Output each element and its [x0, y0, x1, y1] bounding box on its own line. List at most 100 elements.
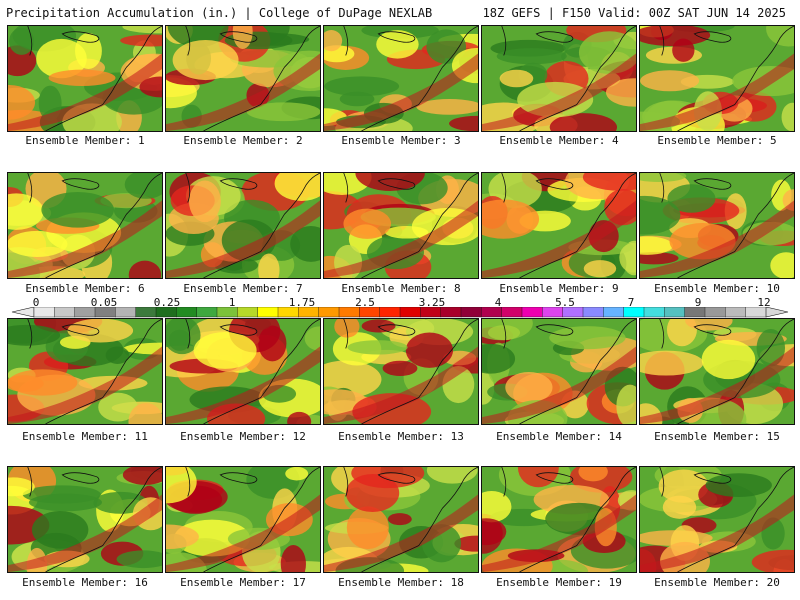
color-scale-tick-label: 3.25 [418, 296, 446, 309]
coastline [361, 26, 478, 131]
lake-outline [659, 26, 732, 56]
ensemble-member-label: Ensemble Member: 8 [341, 282, 461, 295]
lake-outline [343, 26, 416, 56]
ensemble-map-panel [639, 318, 795, 425]
color-scale-bin [562, 307, 584, 318]
coastline [45, 26, 162, 131]
precip-field [8, 467, 162, 572]
color-scale-bin [704, 307, 726, 318]
color-scale-bin [298, 307, 320, 318]
ensemble-member-label: Ensemble Member: 15 [654, 430, 780, 443]
precip-field [640, 173, 794, 278]
precip-field [640, 26, 794, 131]
color-scale-bar [11, 307, 789, 318]
ensemble-member-label: Ensemble Member: 3 [341, 134, 461, 147]
ensemble-map-panel [323, 172, 479, 279]
ensemble-member-label: Ensemble Member: 7 [183, 282, 303, 295]
color-scale-bin [115, 307, 137, 318]
color-scale-bin [542, 307, 564, 318]
precip-field [640, 319, 794, 424]
color-scale-bin [420, 307, 442, 318]
color-scale-bin [684, 307, 706, 318]
color-scale-bin [135, 307, 157, 318]
precip-field [482, 467, 636, 572]
ensemble-member-label: Ensemble Member: 17 [180, 576, 306, 589]
lake-outline [659, 319, 732, 349]
precip-field [324, 26, 478, 131]
ensemble-map-panel [639, 172, 795, 279]
color-scale-bin [155, 307, 177, 318]
color-scale-bin [399, 307, 421, 318]
color-scale-tick-label: 4 [494, 296, 502, 309]
lake-outline [185, 467, 258, 497]
coastline [519, 26, 636, 131]
color-scale-bin [643, 307, 665, 318]
ensemble-member-label: Ensemble Member: 13 [338, 430, 464, 443]
color-scale-bin [237, 307, 259, 318]
color-scale-bin [74, 307, 96, 318]
color-scale-bin [176, 307, 198, 318]
lake-outline [185, 173, 258, 203]
ensemble-map-panel [323, 466, 479, 573]
color-scale-tick-label: 5.5 [555, 296, 575, 309]
color-scale-legend: 0 0.05 0.25 1 1.75 2.5 3.25 4 5.5 7 9 12 [0, 296, 800, 318]
ensemble-map-panel [7, 466, 163, 573]
coastline [677, 467, 794, 572]
lake-outline [343, 173, 416, 203]
ensemble-member-label: Ensemble Member: 1 [25, 134, 145, 147]
color-scale-bin [623, 307, 645, 318]
coastline [677, 173, 794, 278]
color-scale-tick-label: 2.5 [355, 296, 375, 309]
ensemble-member-label: Ensemble Member: 9 [499, 282, 619, 295]
ensemble-map-panel [165, 318, 321, 425]
coastline [361, 173, 478, 278]
ensemble-member-label: Ensemble Member: 18 [338, 576, 464, 589]
color-scale-tick-label: 1 [228, 296, 236, 309]
lake-outline [501, 467, 574, 497]
ensemble-map-panel [639, 25, 795, 132]
precip-field [166, 319, 320, 424]
ensemble-map-panel [165, 466, 321, 573]
coastline [677, 26, 794, 131]
precip-field [8, 26, 162, 131]
coastline [677, 319, 794, 424]
color-scale-bin [664, 307, 686, 318]
color-scale-bin [338, 307, 360, 318]
color-scale-bin [54, 307, 76, 318]
color-scale-tick-label: 0.05 [90, 296, 118, 309]
precip-field [482, 319, 636, 424]
color-scale-tick-label: 1.75 [288, 296, 316, 309]
color-scale-bin [196, 307, 218, 318]
lake-outline [27, 319, 100, 349]
ensemble-member-label: Ensemble Member: 10 [654, 282, 780, 295]
coastline [519, 467, 636, 572]
precip-field [166, 173, 320, 278]
coastline [45, 319, 162, 424]
lake-outline [185, 319, 258, 349]
lake-outline [27, 26, 100, 56]
coastline [519, 173, 636, 278]
lake-outline [501, 319, 574, 349]
color-scale-bin [216, 307, 238, 318]
color-scale-bin [582, 307, 604, 318]
precip-field [166, 26, 320, 131]
ensemble-map-panel [481, 25, 637, 132]
coastline [519, 319, 636, 424]
color-scale-bin [603, 307, 625, 318]
coastline [203, 319, 320, 424]
lake-outline [659, 467, 732, 497]
color-scale-bin [379, 307, 401, 318]
lake-outline [501, 173, 574, 203]
ensemble-member-label: Ensemble Member: 4 [499, 134, 619, 147]
ensemble-map-panel [323, 25, 479, 132]
lake-outline [27, 173, 100, 203]
ensemble-member-label: Ensemble Member: 20 [654, 576, 780, 589]
color-scale-bin [257, 307, 279, 318]
coastline [361, 319, 478, 424]
color-scale-tick-label: 12 [757, 296, 771, 309]
precip-field [324, 319, 478, 424]
color-scale-bin [725, 307, 747, 318]
precip-field [324, 173, 478, 278]
ensemble-map-panel [481, 466, 637, 573]
lake-outline [185, 26, 258, 56]
